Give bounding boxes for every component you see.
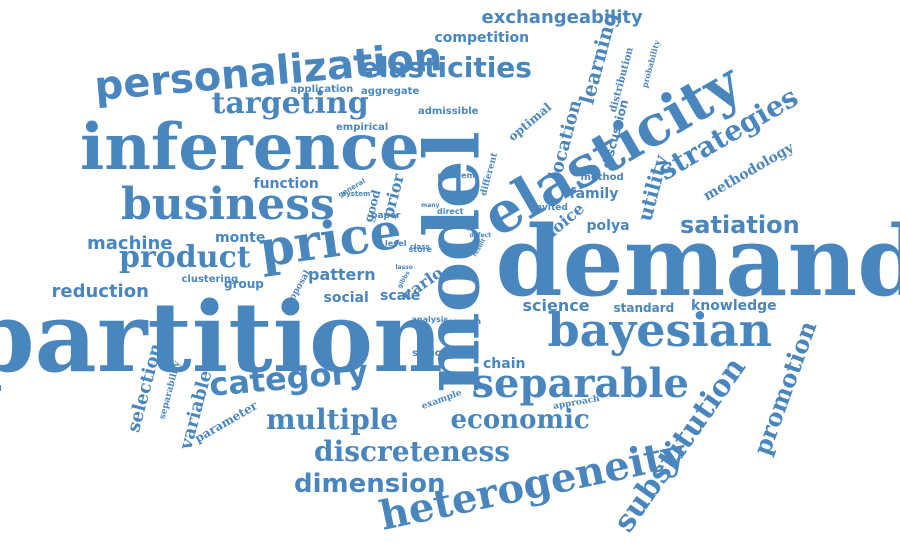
word-polya: polya <box>586 218 630 234</box>
word-lasso: lasso <box>395 264 413 271</box>
word-partition: partition <box>0 281 443 394</box>
word-social: social <box>323 290 369 306</box>
word-elasticities: elasticities <box>360 51 532 84</box>
word-machine: machine <box>87 233 173 254</box>
word-satiation: satiation <box>680 211 800 239</box>
word-dimension: dimension <box>294 469 446 499</box>
word-analysis: analysis <box>411 315 449 324</box>
word-product: product <box>119 240 251 275</box>
word-data: data <box>442 217 463 226</box>
word-defect: defect <box>469 232 491 239</box>
word-appl: appl <box>462 224 478 231</box>
word-clustering: clustering <box>181 274 239 285</box>
word-pattern: pattern <box>308 265 376 284</box>
word-discreteness: discreteness <box>314 435 511 468</box>
word-level: level <box>385 239 407 248</box>
word-competition: competition <box>434 30 530 46</box>
word-reduction: reduction <box>51 281 149 302</box>
word-admissible: admissible <box>418 106 479 117</box>
word-empirical: empirical <box>336 122 389 133</box>
word-scale: scale <box>380 288 421 304</box>
word-chain: chain <box>483 356 526 372</box>
word-direct: direct <box>437 207 464 216</box>
word-function: function <box>253 176 319 192</box>
word-aggregate: aggregate <box>361 86 420 97</box>
word-science: science <box>522 296 590 315</box>
word-multiple: multiple <box>266 403 399 436</box>
word-structure: structure <box>412 348 465 359</box>
word-family: family <box>569 186 619 202</box>
word-standard: standard <box>613 301 675 315</box>
word-business: business <box>121 179 335 230</box>
word-application: application <box>290 84 354 95</box>
word-paper: paper <box>371 210 401 221</box>
word-store: store <box>408 245 432 254</box>
word-demand: demand <box>495 205 900 318</box>
word-inference: inference <box>80 110 420 185</box>
word-bayesian: bayesian <box>547 303 773 357</box>
word-optimal: optimal <box>505 100 555 144</box>
word-targeting: targeting <box>211 86 369 121</box>
word-invited: invited <box>532 202 568 213</box>
word-knowledge: knowledge <box>691 298 777 314</box>
word-class: class <box>410 242 430 251</box>
word-separable: separable <box>471 360 689 407</box>
word-common: common <box>443 317 482 326</box>
word-exchangeability: exchangeability <box>481 7 643 28</box>
word-problem: problem <box>437 171 475 180</box>
word-probability: probability <box>638 39 662 89</box>
word-economic: economic <box>450 405 590 435</box>
word-present: present <box>575 265 606 274</box>
word-method: method <box>580 172 624 183</box>
word-monte: monte <box>215 230 266 246</box>
word-system: system <box>342 189 371 198</box>
word-many: many <box>421 202 440 209</box>
word-group: group <box>224 277 264 291</box>
